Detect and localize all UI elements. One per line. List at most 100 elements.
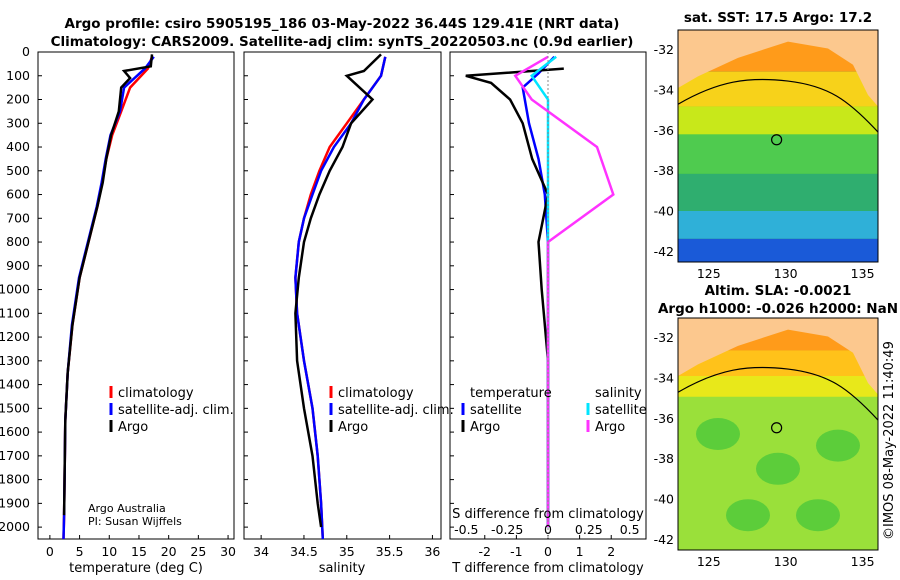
sst-map-frame — [677, 29, 879, 263]
sst-map-title: sat. SST: 17.5 Argo: 17.2 — [684, 10, 872, 26]
depth-tick-label: 900 — [6, 258, 30, 273]
legend-satellite: satellite-adj. clim. — [338, 403, 454, 418]
sla-map — [677, 318, 879, 550]
sst-band — [678, 238, 878, 262]
main-title-line2: Climatology: CARS2009. Satellite-adj cli… — [51, 34, 634, 50]
depth-tick-label: 0 — [22, 44, 30, 59]
difference-x-axis: -2 -1 0 1 2 — [479, 535, 615, 559]
lat-tick-label: -42 — [654, 532, 674, 547]
legend-salinity-title: salinity — [595, 386, 642, 401]
x-tick-label: 30 — [220, 544, 236, 559]
depth-tick-label: 1200 — [0, 329, 30, 344]
salinity-xlabel: salinity — [319, 561, 366, 576]
lat-tick-label: -40 — [654, 204, 674, 219]
lat-tick-label: -38 — [654, 163, 674, 178]
sla-band — [678, 376, 878, 397]
depth-tick-label: 1500 — [0, 400, 30, 415]
temperature-x-axis: 0 5 10 15 20 25 30 — [46, 535, 236, 559]
lat-tick-label: -34 — [654, 371, 674, 386]
difference-legend: temperature salinity satellite Argo sate… — [461, 386, 647, 435]
series-argo — [62, 54, 154, 516]
series-t-argo — [465, 67, 564, 528]
legend-temperature-title: temperature — [470, 386, 552, 401]
depth-tick-label: 1100 — [0, 305, 30, 320]
sla-blob — [726, 499, 770, 532]
salinity-series — [294, 53, 387, 540]
x-tick-label: 34 — [253, 544, 269, 559]
x-tick-label: 5 — [76, 544, 84, 559]
sla-map-frame — [677, 317, 879, 551]
lat-tick-label: -36 — [654, 411, 674, 426]
s-difference-label: S difference from climatology — [452, 507, 644, 522]
lat-tick-label: -34 — [654, 83, 674, 98]
contour-line — [677, 78, 879, 133]
temperature-xlabel: temperature (deg C) — [69, 561, 203, 576]
legend-argo: Argo — [338, 420, 368, 435]
x-tick-label: 1 — [576, 544, 584, 559]
argo-position-marker — [771, 422, 783, 434]
lat-tick-label: -42 — [654, 244, 674, 259]
lat-tick-label: -32 — [654, 42, 674, 57]
contour-line — [677, 366, 879, 421]
x-tick-label: 15 — [131, 544, 147, 559]
lon-tick-label: 130 — [774, 266, 798, 281]
lat-tick-label: -40 — [654, 492, 674, 507]
land — [678, 30, 878, 107]
difference-series — [465, 55, 615, 528]
sst-map — [677, 30, 879, 262]
s-tick-label: -0.25 — [491, 522, 523, 537]
depth-tick-label: 1000 — [0, 282, 30, 297]
x-tick-label: 10 — [101, 544, 117, 559]
x-tick-label: 20 — [161, 544, 177, 559]
lon-tick-label: 125 — [697, 266, 721, 281]
lon-tick-label: 135 — [851, 266, 875, 281]
depth-tick-label: 1600 — [0, 424, 30, 439]
depth-tick-label: 2000 — [0, 519, 30, 534]
legend-t-satellite: satellite — [470, 403, 522, 418]
x-tick-label: 0 — [46, 544, 54, 559]
depth-tick-label: 300 — [6, 115, 30, 130]
land — [678, 318, 878, 395]
depth-tick-label: 1300 — [0, 353, 30, 368]
legend-s-argo: Argo — [595, 420, 625, 435]
sst-band — [678, 173, 878, 211]
x-tick-label: 35.5 — [376, 544, 404, 559]
sst-band — [678, 106, 878, 135]
difference-xlabel: T difference from climatology — [451, 561, 644, 576]
lat-tick-label: -36 — [654, 123, 674, 138]
s-tick-label: 0 — [544, 522, 552, 537]
x-tick-label: -2 — [479, 544, 491, 559]
depth-tick-label: 700 — [6, 210, 30, 225]
x-tick-label: 34.5 — [290, 544, 318, 559]
depth-tick-label: 400 — [6, 139, 30, 154]
series-satellite-adj-clim- — [294, 56, 387, 540]
watermark: ©IMOS 08-May-2022 11:40:49 — [882, 341, 897, 540]
sla-map-title1: Altim. SLA: -0.0021 — [705, 283, 852, 299]
depth-tick-label: 1400 — [0, 377, 30, 392]
legend-climatology: climatology — [338, 386, 414, 401]
lat-tick-label: -32 — [654, 330, 674, 345]
x-tick-label: 0 — [544, 544, 552, 559]
sla-blob — [816, 429, 860, 462]
lon-tick-label: 135 — [851, 554, 875, 569]
depth-tick-label: 600 — [6, 187, 30, 202]
legend-satellite: satellite-adj. clim. — [118, 403, 234, 418]
series-climatology — [294, 56, 387, 540]
depth-tick-label: 500 — [6, 163, 30, 178]
s-tick-label: -0.5 — [454, 522, 478, 537]
series-argo — [294, 53, 382, 528]
series-s-satellite — [530, 55, 557, 528]
depth-tick-label: 100 — [6, 68, 30, 83]
sst-band — [678, 210, 878, 239]
s-difference-axis: -0.5 -0.25 0 0.25 0.5 — [454, 522, 639, 537]
legend-argo: Argo — [118, 420, 148, 435]
depth-axis: 0 100 200 300 400 500 600 700 800 900 1000 1100 1200… — [0, 44, 454, 534]
s-tick-label: 0.25 — [575, 522, 603, 537]
credit-line1: Argo Australia — [88, 502, 166, 515]
x-tick-label: 25 — [190, 544, 206, 559]
argo-position-marker — [771, 134, 783, 146]
temperature-legend: climatology satellite-adj. clim. Argo — [109, 386, 234, 435]
lon-tick-label: 125 — [697, 554, 721, 569]
depth-tick-label: 200 — [6, 92, 30, 107]
